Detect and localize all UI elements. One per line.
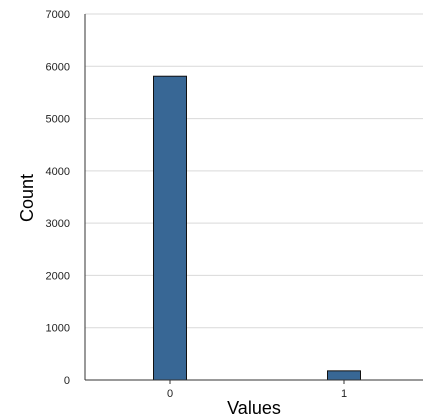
bar-1 bbox=[327, 370, 361, 381]
gridlines bbox=[85, 13, 423, 329]
axes bbox=[84, 14, 423, 381]
bars bbox=[153, 75, 361, 381]
y-tick-label: 6000 bbox=[46, 61, 70, 73]
y-tick-label: 7000 bbox=[46, 9, 70, 21]
y-tick-labels: 0 1000 2000 3000 4000 5000 6000 7000 bbox=[46, 9, 70, 387]
y-tick-label: 1000 bbox=[46, 323, 70, 335]
x-tick-label: 1 bbox=[341, 388, 347, 400]
y-tick-label: 4000 bbox=[46, 166, 70, 178]
y-tick-label: 0 bbox=[64, 375, 70, 387]
y-tick-label: 5000 bbox=[46, 114, 70, 126]
x-tick-label: 0 bbox=[167, 388, 173, 400]
y-axis-title: Count bbox=[17, 174, 37, 222]
bar-0 bbox=[153, 75, 187, 381]
x-axis-title: Values bbox=[227, 398, 281, 418]
y-tick-label: 3000 bbox=[46, 218, 70, 230]
y-tick-label: 2000 bbox=[46, 270, 70, 282]
